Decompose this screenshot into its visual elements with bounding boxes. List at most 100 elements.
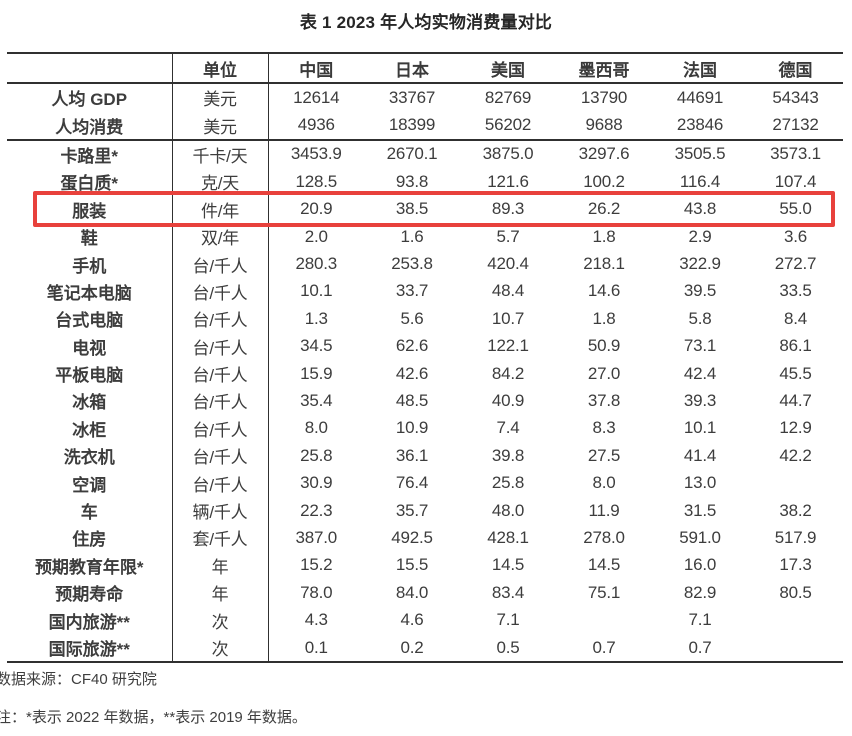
row-value: 54343 (772, 87, 819, 107)
table-row: 空调 台/千人 30.9 76.4 25.8 8.0 13.0 (7, 469, 843, 497)
row-value: 30.9 (300, 473, 333, 493)
table-body: 人均 GDP 美元 12614 33767 82769 13790 44691 54343… (7, 83, 843, 663)
row-value: 0.7 (688, 637, 712, 657)
row-value: 116.4 (679, 171, 721, 191)
row-value: 278.0 (583, 527, 625, 547)
row-value: 0.7 (592, 637, 616, 657)
row-value: 33.5 (779, 281, 812, 301)
row-value: 15.2 (300, 555, 333, 575)
row-value: 121.6 (487, 171, 529, 191)
table-row: 住房 套/千人 387.0 492.5 428.1 278.0 591.0 517.9 (7, 524, 843, 552)
row-value: 43.8 (683, 199, 717, 219)
row-unit: 台/千人 (172, 359, 269, 388)
row-value: 33767 (388, 87, 436, 107)
row-value: 27.0 (587, 363, 621, 383)
row-value (748, 606, 843, 633)
row-unit: 千卡/天 (172, 139, 269, 169)
row-value: 4936 (268, 111, 364, 141)
row-value: 22.3 (300, 500, 333, 520)
row-value: 9688 (556, 111, 652, 141)
row-value: 7.1 (496, 610, 520, 630)
footnote: 注：*表示 2022 年数据，**表示 2019 年数据。 (0, 709, 307, 726)
row-value: 78.0 (300, 582, 333, 602)
row-unit: 台/千人 (172, 332, 269, 360)
row-label: 住房 (7, 524, 173, 552)
row-label: 国内旅游** (7, 606, 173, 634)
table-row: 冰箱 台/千人 35.4 48.5 40.9 37.8 39.3 44.7 (7, 387, 843, 415)
row-value: 37.8 (587, 390, 621, 410)
row-value: 31.5 (683, 500, 717, 520)
row-value: 27.5 (587, 445, 621, 465)
row-value: 517.9 (774, 527, 817, 547)
row-unit: 件/年 (172, 195, 269, 223)
row-value: 0.2 (400, 637, 424, 657)
row-unit: 美元 (172, 111, 269, 141)
row-value: 82.9 (683, 582, 717, 602)
row-label: 手机 (7, 250, 173, 278)
row-value: 40.9 (491, 390, 525, 410)
row-value: 26.2 (587, 199, 621, 219)
row-value: 15.9 (300, 363, 333, 383)
table-row: 人均 GDP 美元 12614 33767 82769 13790 44691 54343 (7, 83, 843, 112)
row-value: 8.0 (592, 473, 616, 493)
row-value: 1.8 (592, 226, 616, 246)
row-value: 38.2 (779, 500, 812, 520)
row-value: 11.9 (588, 500, 620, 520)
row-value: 7.1 (688, 610, 712, 630)
row-value: 5.8 (688, 308, 712, 328)
row-value: 0.5 (496, 637, 520, 657)
row-value: 48.4 (491, 281, 525, 301)
row-value: 45.5 (779, 363, 812, 383)
row-value: 322.9 (679, 254, 721, 274)
row-value: 2670.1 (386, 144, 438, 164)
table-row: 预期教育年限* 年 15.2 15.5 14.5 14.5 16.0 17.3 (7, 551, 843, 580)
row-label: 服装 (7, 195, 173, 223)
row-value: 5.6 (400, 308, 424, 328)
row-value: 42.6 (395, 363, 429, 383)
row-unit: 套/千人 (172, 524, 269, 552)
row-value: 0.1 (304, 637, 328, 657)
header-cell-mexico: 墨西哥 (556, 53, 652, 84)
row-value: 39.8 (491, 445, 525, 465)
row-label: 笔记本电脑 (7, 277, 173, 306)
table-row: 台式电脑 台/千人 1.3 5.6 10.7 1.8 5.8 8.4 (7, 305, 843, 333)
row-unit: 次 (172, 633, 269, 663)
row-value: 272.7 (774, 254, 817, 274)
row-value: 4.6 (400, 610, 424, 630)
row-value: 82769 (484, 87, 532, 107)
row-value: 492.5 (391, 527, 433, 547)
row-value: 7.4 (496, 418, 520, 438)
row-value: 10.1 (683, 418, 717, 438)
header-cell-germany: 德国 (748, 53, 843, 84)
row-value: 41.4 (683, 445, 717, 465)
row-value: 27132 (748, 111, 843, 141)
row-value: 73.1 (683, 336, 717, 356)
row-label: 空调 (7, 469, 173, 497)
row-value: 42.2 (779, 445, 812, 465)
row-label: 预期寿命 (7, 579, 173, 607)
row-value: 16.0 (683, 555, 717, 575)
row-unit: 台/千人 (172, 250, 269, 278)
row-label: 人均 GDP (7, 83, 173, 112)
row-value: 55.0 (779, 199, 812, 219)
row-value: 10.1 (300, 281, 333, 301)
row-value: 38.5 (395, 199, 429, 219)
row-value: 83.4 (491, 582, 525, 602)
row-value: 107.4 (774, 171, 817, 191)
row-label: 冰柜 (7, 414, 173, 443)
row-value: 35.7 (395, 500, 429, 520)
row-label: 卡路里* (7, 139, 173, 169)
row-value: 84.2 (491, 363, 525, 383)
row-label: 冰箱 (7, 387, 173, 415)
row-value: 387.0 (295, 527, 338, 547)
row-value (748, 469, 843, 496)
row-unit: 双/年 (172, 222, 269, 251)
row-value: 12614 (293, 87, 340, 107)
row-label: 鞋 (7, 222, 173, 251)
row-value: 17.3 (779, 555, 812, 575)
row-value: 20.9 (300, 199, 333, 219)
row-value: 591.0 (679, 527, 721, 547)
row-label: 蛋白质* (7, 168, 173, 196)
row-value: 33.7 (395, 281, 429, 301)
